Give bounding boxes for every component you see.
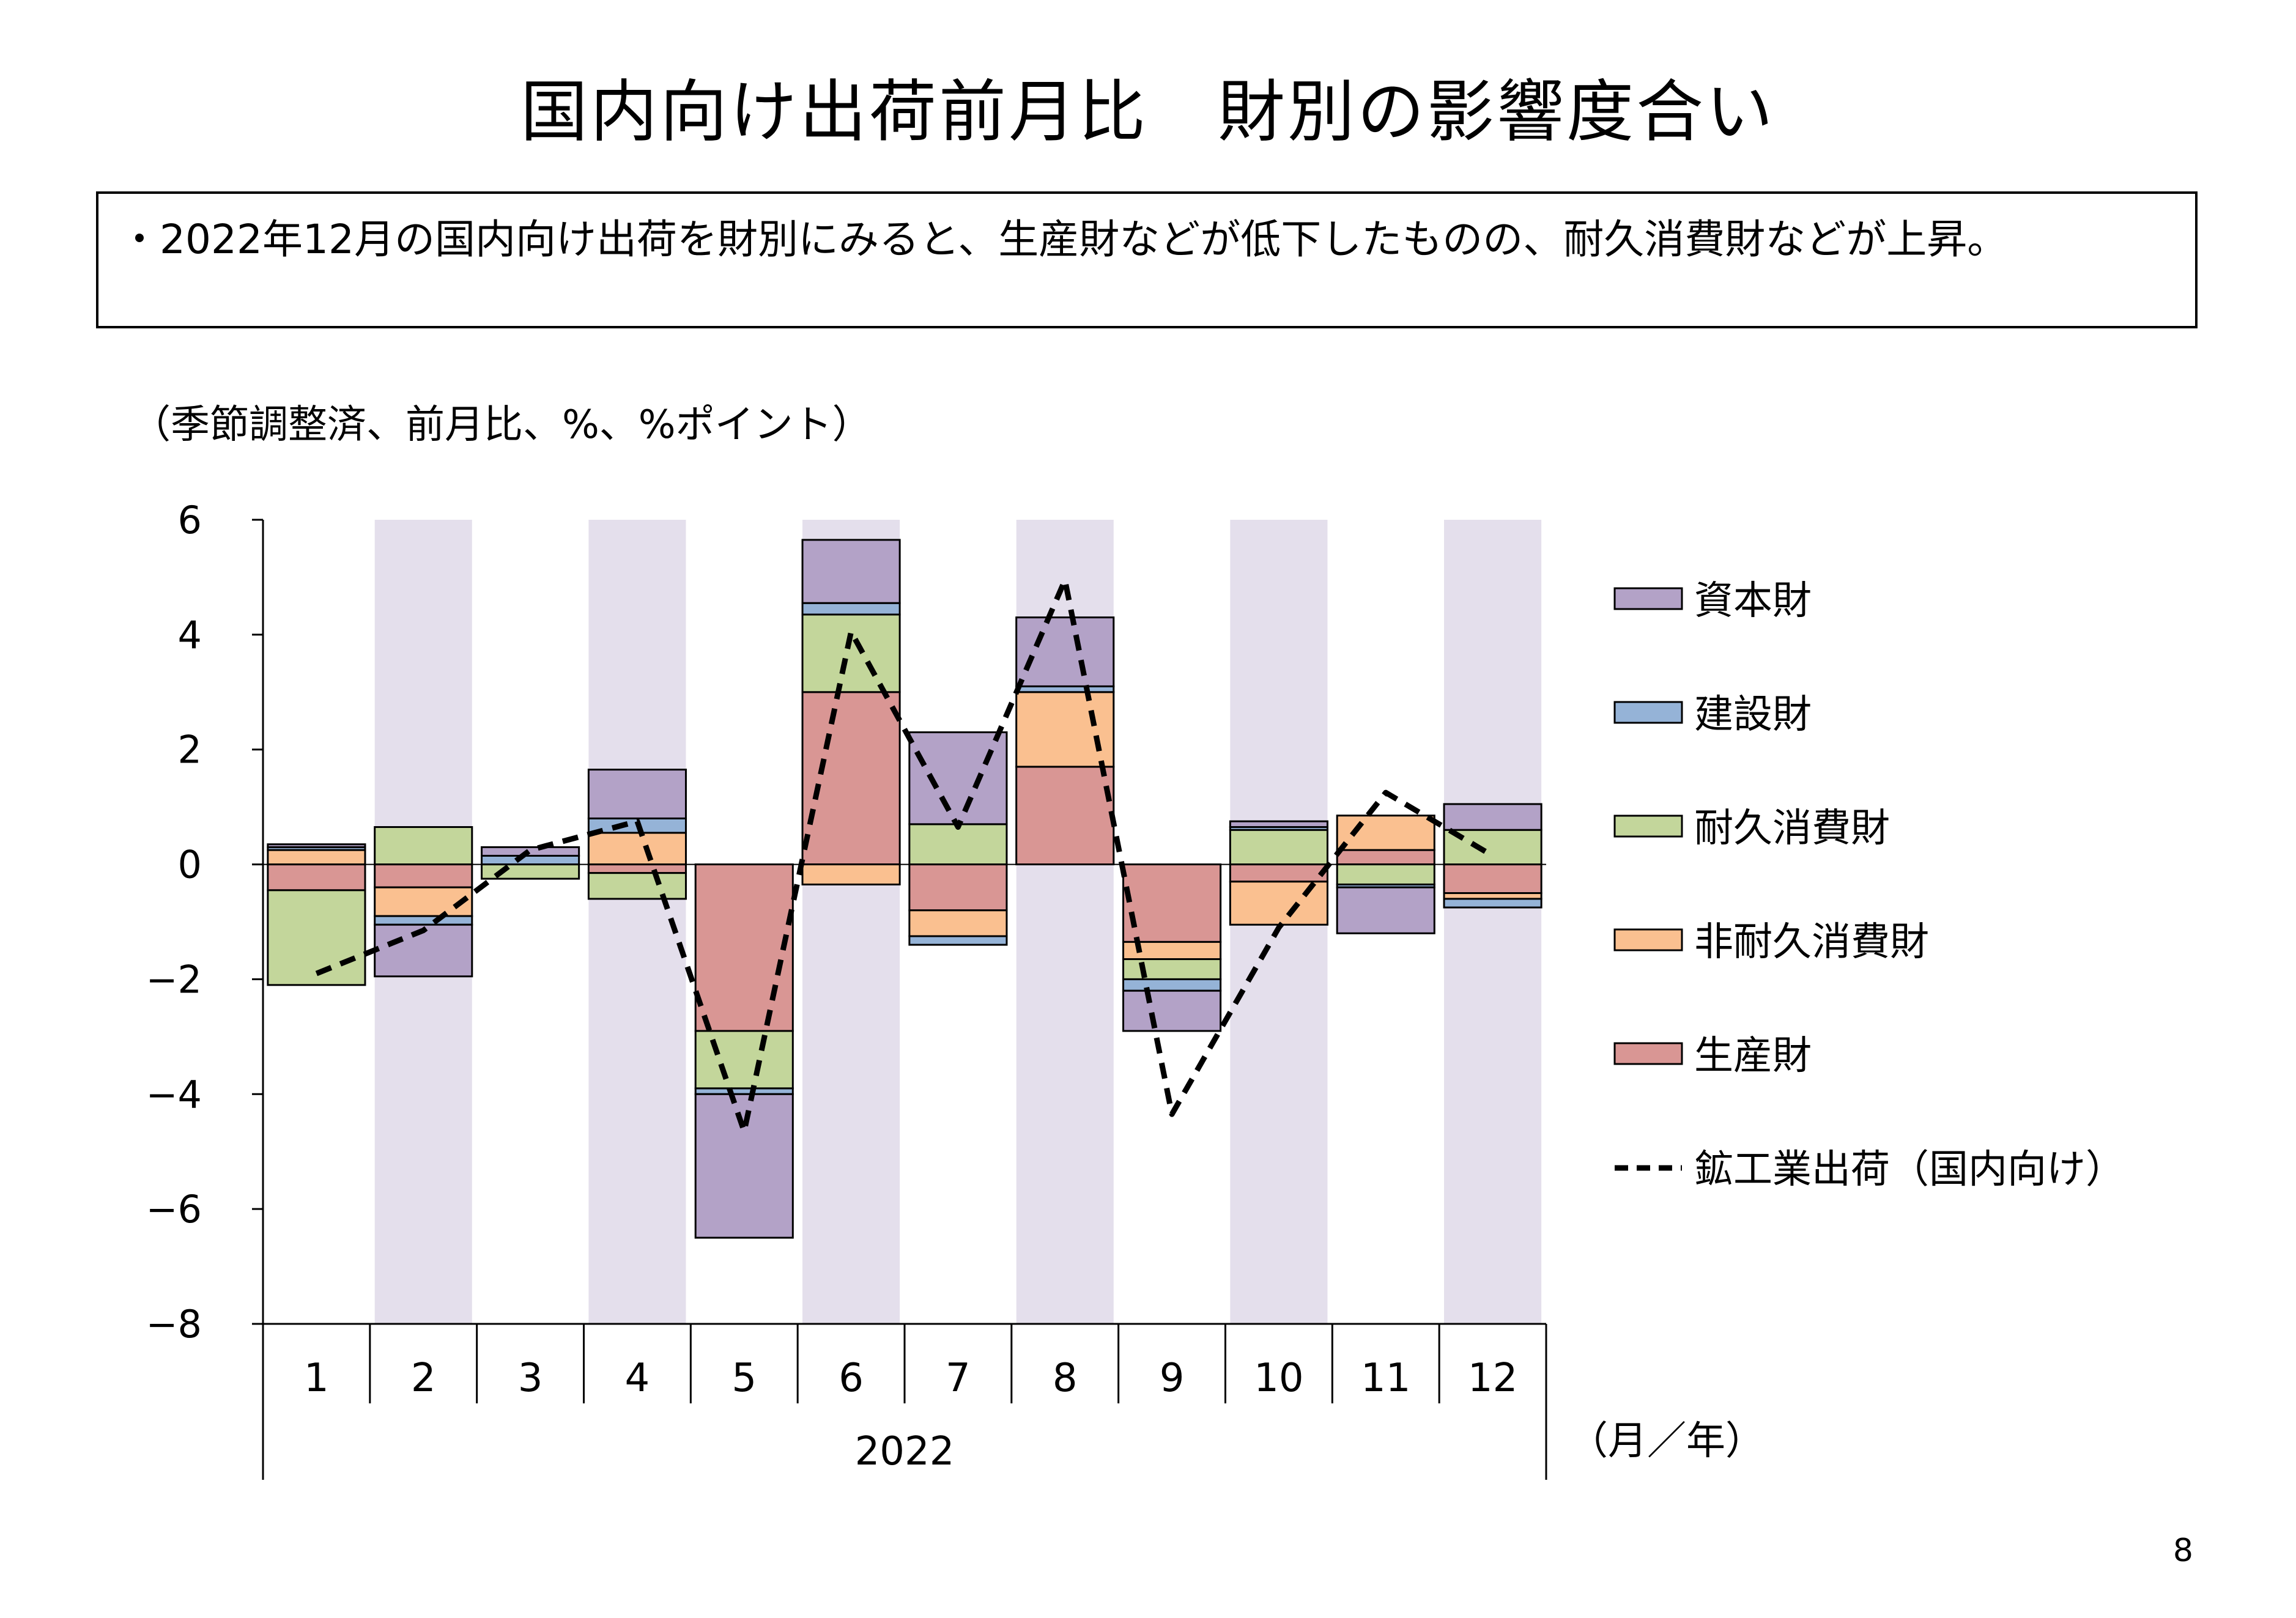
summary-text: ・2022年12月の国内向け出荷を財別にみると、生産財などが低下したものの、耐久… [119, 216, 2008, 263]
bar-segment-series-4-month-6 [801, 602, 901, 616]
bar-segment-series-1-month-8 [1015, 766, 1115, 866]
legend-label-3: 耐久消費財 [1694, 806, 1890, 851]
bar-segment-series-5-month-8 [1015, 616, 1115, 687]
legend-swatch-1 [1613, 587, 1683, 610]
bar-segment-series-1-month-5 [694, 863, 794, 1032]
x-tick-label-9: 9 [1160, 1356, 1185, 1401]
shade-band-month-12 [1444, 520, 1542, 1324]
bar-segment-series-5-month-6 [801, 539, 901, 604]
bar-segment-series-2-month-7 [908, 909, 1008, 937]
legend-label-5: 生産財 [1694, 1033, 1812, 1079]
summary-box: ・2022年12月の国内向け出荷を財別にみると、生産財などが低下したものの、耐久… [96, 191, 2198, 328]
bar-segment-series-5-month-1 [267, 843, 366, 848]
x-tick-label-10: 10 [1254, 1356, 1303, 1401]
bar-segment-series-1-month-11 [1336, 849, 1435, 866]
y-tick-label: −8 [146, 1302, 202, 1346]
bar-segment-series-5-month-10 [1229, 820, 1328, 829]
bar-segment-series-3-month-1 [267, 889, 366, 986]
legend-label-1: 資本財 [1694, 578, 1812, 624]
bar-segment-series-1-month-9 [1122, 863, 1222, 943]
bar-stacks [267, 539, 1542, 1239]
y-tick-label: −2 [146, 957, 202, 1002]
unit-note: （季節調整済、前月比、%、%ポイント） [131, 402, 872, 448]
y-tick-label: 6 [178, 498, 202, 542]
bar-segment-series-5-month-3 [481, 846, 580, 857]
y-tick-label: −6 [146, 1187, 202, 1232]
y-tick-label: 2 [178, 728, 202, 772]
x-tick-label-11: 11 [1361, 1356, 1410, 1401]
bar-segment-series-5-month-5 [694, 1093, 794, 1239]
x-tick-label-4: 4 [625, 1356, 650, 1401]
total-line [315, 577, 1494, 1134]
bar-segment-series-1-month-10 [1229, 863, 1328, 883]
bar-segment-series-5-month-11 [1336, 886, 1435, 934]
bar-segment-series-2-month-4 [587, 832, 687, 866]
bar-segment-series-5-month-9 [1122, 989, 1222, 1032]
x-year-label: 2022 [855, 1429, 955, 1474]
bar-segment-series-5-month-4 [587, 769, 687, 819]
bar-segment-series-2-month-6 [801, 863, 901, 885]
total-line-path [315, 577, 1494, 1134]
bar-segment-series-3-month-5 [694, 1030, 794, 1090]
y-tick-label: 4 [178, 613, 202, 657]
x-tick-label-8: 8 [1053, 1356, 1078, 1401]
bar-segment-series-1-month-6 [801, 691, 901, 866]
bar-segment-series-4-month-7 [908, 935, 1008, 946]
x-tick-label-3: 3 [518, 1356, 543, 1401]
bar-segment-series-1-month-7 [908, 863, 1008, 912]
x-tick-label-1: 1 [304, 1356, 329, 1401]
legend-swatch-3 [1613, 815, 1683, 838]
bar-segment-series-2-month-1 [267, 849, 366, 866]
bar-segment-series-5-month-12 [1443, 803, 1542, 831]
page-title: 国内向け出荷前月比 財別の影響度合い [520, 73, 1776, 151]
x-tick-label-12: 12 [1468, 1356, 1517, 1401]
bar-segment-series-1-month-2 [374, 863, 473, 888]
axes [252, 519, 1547, 1480]
x-tick-label-6: 6 [839, 1356, 864, 1401]
bar-segment-series-1-month-12 [1443, 863, 1542, 895]
x-unit-label: （月／年） [1569, 1419, 1765, 1464]
bar-segment-series-2-month-2 [374, 886, 473, 917]
legend-label-2: 建設財 [1694, 692, 1812, 737]
y-tick-label: −4 [146, 1072, 202, 1117]
legend-label-4: 非耐久消費財 [1694, 920, 1929, 965]
bar-segment-series-3-month-2 [374, 826, 473, 866]
legend-swatch-4 [1613, 928, 1683, 951]
bar-segment-series-3-month-6 [801, 613, 901, 693]
bar-segment-series-4-month-9 [1122, 978, 1222, 992]
bar-segment-series-3-month-11 [1336, 863, 1435, 885]
bar-segment-series-4-month-12 [1443, 898, 1542, 909]
bar-segment-series-3-month-10 [1229, 829, 1328, 866]
x-tick-label-2: 2 [411, 1356, 436, 1401]
bar-segment-series-3-month-4 [587, 872, 687, 900]
bar-segment-series-2-month-8 [1015, 691, 1115, 768]
bar-segment-series-4-month-3 [481, 854, 580, 866]
bar-segment-series-1-month-4 [587, 863, 687, 874]
bar-segment-series-4-month-2 [374, 915, 473, 926]
bar-segment-series-5-month-7 [908, 731, 1008, 826]
legend-swatch-2 [1613, 701, 1683, 724]
legend-label-line: 鉱工業出荷（国内向け） [1694, 1147, 2125, 1192]
bar-segment-series-3-month-7 [908, 823, 1008, 866]
y-tick-label: 0 [178, 843, 202, 887]
x-tick-label-7: 7 [946, 1356, 971, 1401]
legend-swatch-5 [1613, 1042, 1683, 1065]
bar-segment-series-1-month-1 [267, 863, 366, 892]
x-tick-label-5: 5 [731, 1356, 757, 1401]
page-number: 8 [2172, 1532, 2193, 1569]
bar-segment-series-3-month-9 [1122, 958, 1222, 980]
